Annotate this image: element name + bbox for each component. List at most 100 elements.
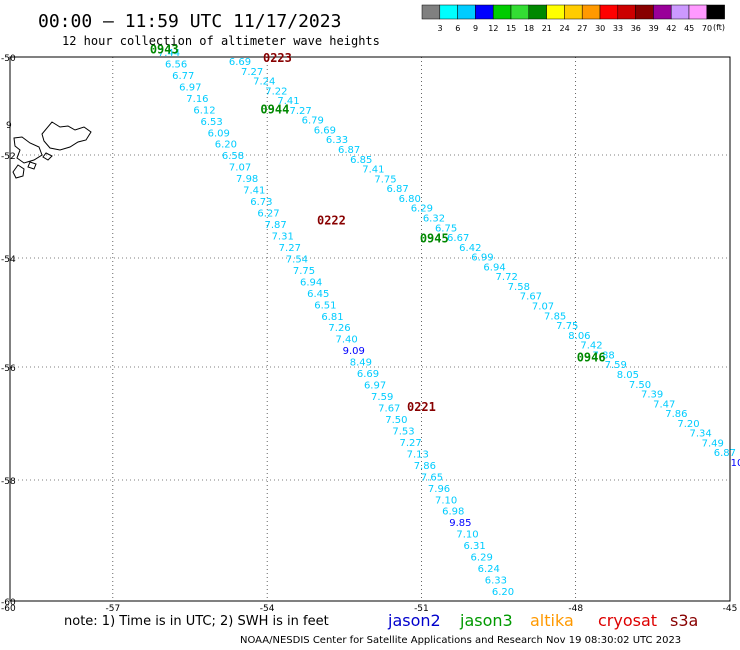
wave-height-value: 7.75: [293, 266, 315, 277]
wave-height-value: 6.69: [357, 369, 379, 380]
legend-label: 6: [455, 24, 460, 33]
wave-height-value: 6.67: [447, 233, 469, 244]
wave-height-value: 6.85: [350, 155, 372, 166]
wave-height-value: 7.27: [289, 106, 311, 117]
wave-height-value: 6.97: [364, 381, 386, 392]
legend-swatch: [439, 4, 458, 20]
legend-swatch: [475, 4, 494, 20]
legend-swatch: [599, 4, 619, 20]
pass-time-label: 0944: [260, 102, 289, 116]
wave-height-value: 6.45: [307, 289, 329, 300]
falkland-islands-coastline: [12, 121, 92, 179]
legend-label: 33: [613, 24, 623, 33]
legend-label: 9: [473, 24, 478, 33]
legend-label: 12: [488, 24, 498, 33]
wave-height-value: 6.87: [714, 448, 736, 459]
satellite-legend-entry: cryosat: [598, 611, 657, 630]
wave-height-value: 7.86: [414, 461, 436, 472]
wave-height-value: 7.41: [243, 186, 265, 197]
pass-time-label: 0221: [407, 400, 436, 414]
pass-time-labels: 0943 0223 0944 0222 0945 0946 0221: [150, 43, 606, 415]
wave-height-value: 7.59: [605, 360, 627, 371]
y-tick-label: -54: [1, 255, 16, 265]
legend-swatch: [546, 4, 565, 20]
wave-height-value: 7.85: [544, 311, 566, 322]
wave-height-value: 6.51: [314, 300, 336, 311]
y-tick-label: -60: [1, 598, 16, 608]
legend-swatch: [706, 4, 725, 20]
wave-height-value: 7.39: [641, 390, 663, 401]
legend-label: 30: [595, 24, 605, 33]
wave-height-value: 7.44: [158, 48, 180, 59]
legend-swatch: [492, 4, 512, 20]
wave-height-value: 6.27: [257, 209, 279, 220]
wave-height-value: 6.42: [459, 243, 481, 254]
wave-height-value: 7.54: [286, 254, 308, 265]
wave-height-value: 7.65: [421, 472, 443, 483]
wave-height-value: 6.69: [229, 57, 251, 68]
wave-height-value: 7.27: [241, 67, 263, 78]
satellite-legend: jason2 jason3 altika cryosat s3a: [387, 611, 698, 630]
wave-height-value: 6.69: [314, 125, 336, 136]
legend-label: 18: [524, 24, 534, 33]
wave-height-value: 7.34: [690, 429, 712, 440]
wave-height-value: 6.87: [386, 184, 408, 195]
y-tick-label: -58: [1, 477, 16, 487]
satellite-legend-entry: s3a: [670, 611, 698, 630]
legend-swatch: [510, 4, 530, 20]
legend-label: 42: [666, 24, 676, 33]
wave-height-value: 7.10: [456, 530, 478, 541]
wave-height-value: 6.77: [172, 71, 194, 82]
wave-height-value: 6.56: [165, 59, 187, 70]
wave-height-value: 7.86: [665, 409, 687, 420]
wave-height-value: 7.58: [508, 282, 530, 293]
wave-height-value: 8.06: [568, 331, 590, 342]
wave-height-value: 7.49: [702, 438, 724, 449]
wave-height-value: 7.24: [253, 77, 275, 88]
pass-time-label: 0945: [420, 232, 449, 246]
satellite-legend-entry: jason3: [459, 611, 513, 630]
wave-height-value: 6.87: [338, 145, 360, 156]
legend-swatch: [635, 4, 654, 20]
wave-height-value: 6.94: [300, 277, 322, 288]
wave-height-value: 7.41: [277, 96, 299, 107]
wave-height-value: 6.20: [215, 140, 237, 151]
wave-height-value: 7.27: [279, 243, 301, 254]
wave-height-value: 7.07: [532, 302, 554, 313]
legend-swatch: [457, 4, 476, 20]
legend-label: 36: [631, 24, 641, 33]
wave-height-value: 6.33: [485, 576, 507, 587]
wave-height-value: 7.96: [428, 484, 450, 495]
wave-height-value: 6.53: [201, 117, 223, 128]
wave-height-value: 7.53: [392, 426, 414, 437]
legend-label: 3: [437, 24, 442, 33]
axis-ticks: -50 -52 -54 -56 -58 -60 -57 -54 -51 -48 -45 -60: [1, 54, 737, 614]
y-tick-label: -56: [1, 364, 16, 374]
legend-unit: (ft): [713, 23, 725, 32]
wave-height-value: 7.42: [580, 341, 602, 352]
color-legend: 3 6 9 12 15 18 21 24 27 30 33 36 39 42 45 70: [421, 4, 725, 33]
legend-swatch: [653, 4, 672, 20]
wave-height-value: 7.27: [399, 438, 421, 449]
wave-height-value: 8.49: [350, 358, 372, 369]
wave-height-value: 6.12: [193, 105, 215, 116]
wave-height-value: 6.75: [435, 223, 457, 234]
x-tick-label: -54: [260, 604, 275, 614]
legend-label: 15: [506, 24, 516, 33]
wave-height-value: 6.79: [302, 116, 324, 127]
wave-height-value: 7.22: [265, 86, 287, 97]
legend-label: 39: [649, 24, 659, 33]
wave-height-value: 7.87: [264, 220, 286, 231]
wave-height-value: 7.07: [229, 163, 251, 174]
chart-subtitle: 12 hour collection of altimeter wave hei…: [62, 34, 380, 48]
wave-height-value: 7.67: [378, 404, 400, 415]
wave-height-value: 8.05: [617, 370, 639, 381]
wave-height-value: 6.98: [442, 507, 464, 518]
legend-swatch: [688, 4, 708, 20]
legend-swatch: [564, 4, 583, 20]
wave-height-value: 7.13: [407, 449, 429, 460]
footer-credit: NOAA/NESDIS Center for Satellite Applica…: [240, 635, 681, 646]
wave-height-value: 6.31: [463, 541, 485, 552]
wave-height-value: 7.75: [374, 174, 396, 185]
wave-height-value: 6.33: [326, 135, 348, 146]
